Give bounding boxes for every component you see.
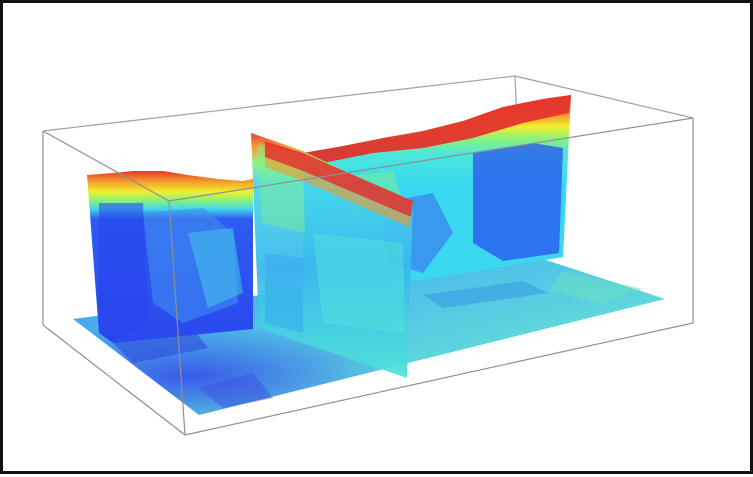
volume-render <box>42 75 694 436</box>
transverse-section <box>251 133 413 378</box>
bounding-box-front-edges <box>42 117 694 436</box>
longitudinal-section <box>87 95 571 343</box>
